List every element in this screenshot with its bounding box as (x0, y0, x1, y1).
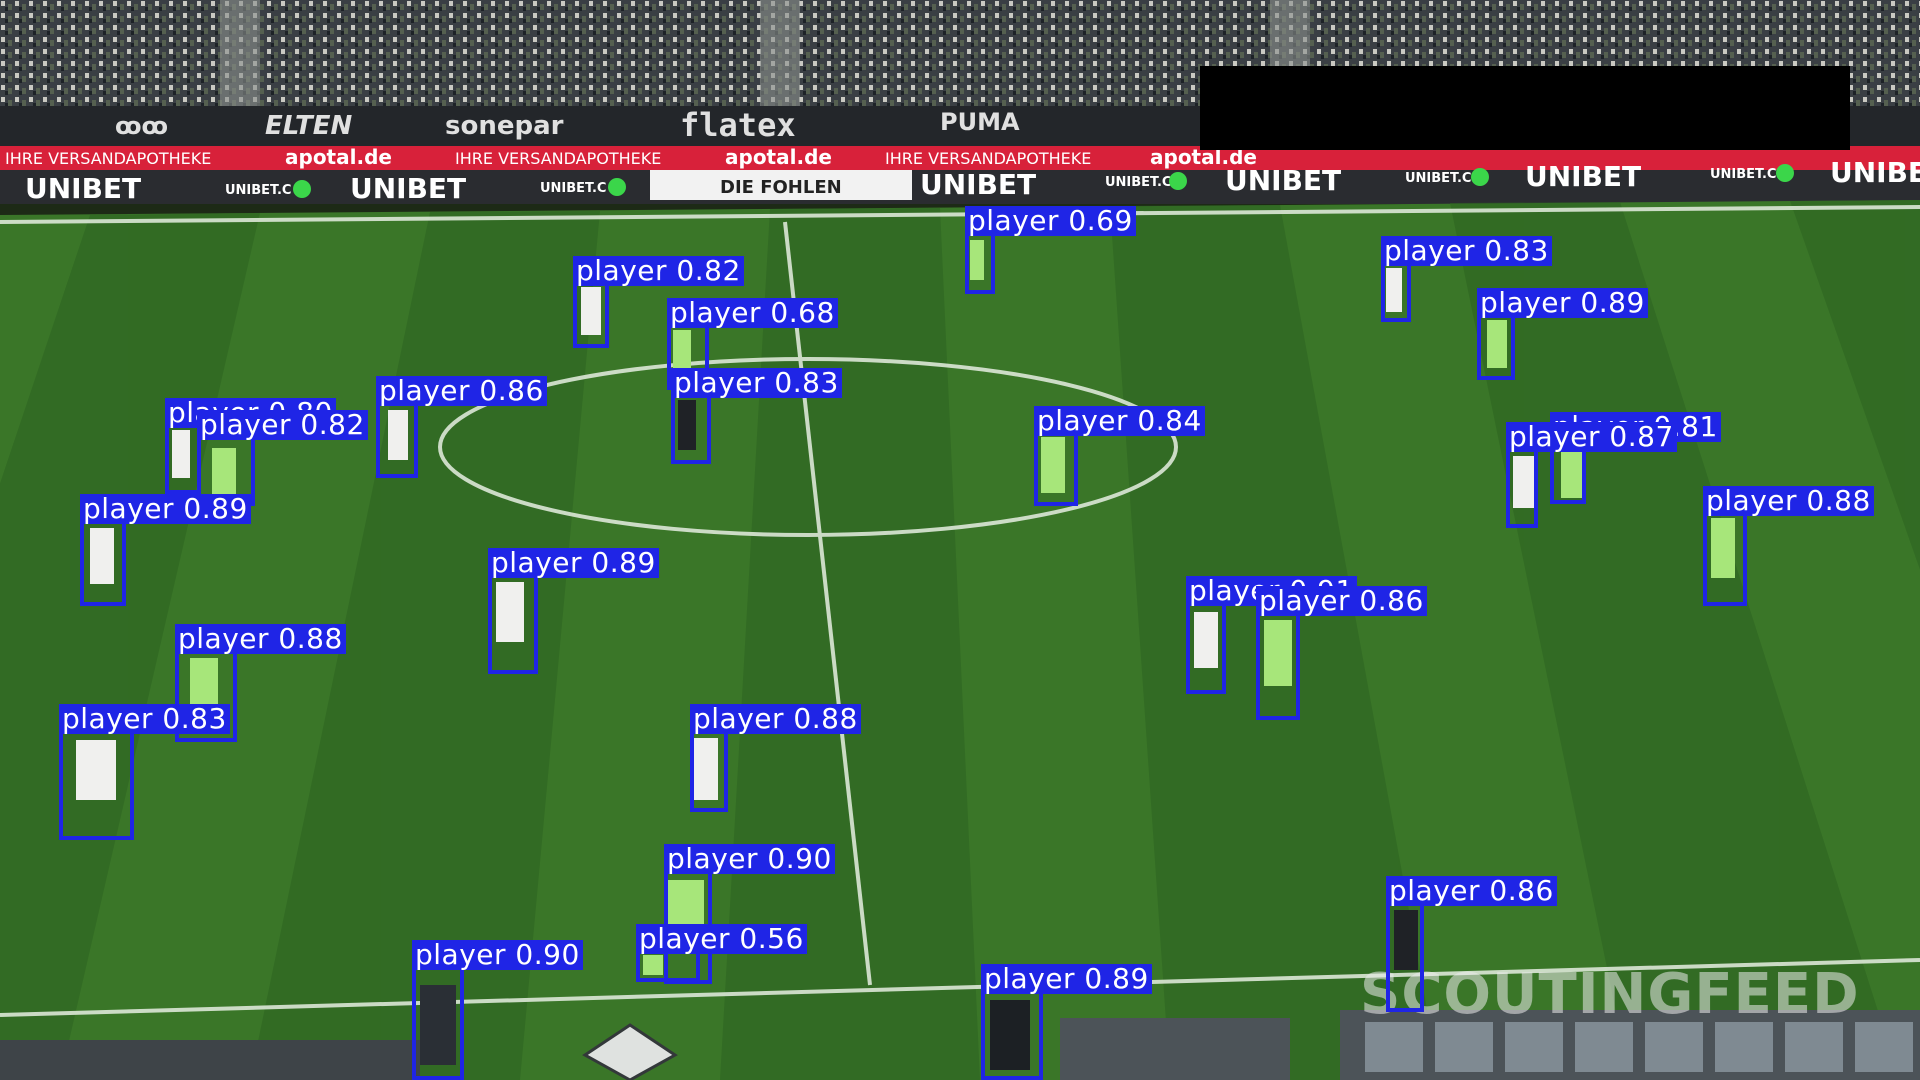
detection-label: player 0.87 (1506, 422, 1677, 452)
ad-board-red (0, 146, 1920, 170)
detection-box: player 0.86 (1256, 586, 1427, 720)
detection-label: player 0.89 (80, 494, 251, 524)
detection-box: player 0.83 (1381, 236, 1552, 322)
detection-box: player 0.90 (412, 940, 583, 1080)
svg-text:UNIBET: UNIBET (350, 172, 466, 205)
svg-text:PUMA: PUMA (940, 108, 1020, 136)
svg-text:UNIBET: UNIBET (1525, 160, 1641, 193)
svg-text:flatex: flatex (680, 106, 796, 144)
svg-text:UNIBET: UNIBET (920, 168, 1036, 201)
detection-box: player 0.89 (981, 964, 1152, 1080)
detection-label: player 0.68 (667, 298, 838, 328)
detection-box: player 0.68 (667, 298, 838, 390)
svg-text:DIE FOHLEN: DIE FOHLEN (720, 177, 842, 198)
detection-box: player 0.83 (59, 704, 230, 840)
watermark: SCOUTINGFEED (1360, 962, 1860, 1027)
detection-label: player 0.90 (412, 940, 583, 970)
detection-label: player 0.89 (1477, 288, 1648, 318)
detection-box: player 0.87 (1506, 422, 1677, 528)
ad-board-lower (0, 170, 1920, 204)
detection-label: player 0.86 (376, 376, 547, 406)
detection-label: player 0.83 (59, 704, 230, 734)
detection-box: player 0.56 (636, 924, 807, 982)
detection-box: player 0.89 (1477, 288, 1648, 380)
svg-text:UNIBET.C: UNIBET.C (540, 181, 606, 196)
svg-text:UNIBET: UNIBET (25, 172, 141, 205)
detection-box: player 0.88 (175, 624, 346, 742)
detection-label: player 0.86 (1256, 586, 1427, 616)
svg-text:ꝏꝏ: ꝏꝏ (115, 112, 168, 140)
svg-text:UNIBET: UNIBET (1225, 164, 1341, 197)
svg-text:UNIBET.C: UNIBET.C (225, 183, 291, 198)
detection-label: player 0.89 (981, 964, 1152, 994)
detection-label: player 0.84 (1034, 406, 1205, 436)
detection-box: player 0.88 (1703, 486, 1874, 606)
detection-box: player 0.91 (1186, 576, 1357, 694)
svg-text:apotal.de: apotal.de (725, 145, 832, 169)
detection-box: player 0.88 (690, 704, 861, 812)
detection-label: player 0.88 (175, 624, 346, 654)
detection-label: player 0.82 (197, 410, 368, 440)
detection-label: player 0.69 (965, 206, 1136, 236)
svg-text:sonepar: sonepar (445, 111, 564, 141)
player-figures (76, 240, 1735, 1070)
detection-box: player 0.89 (488, 548, 659, 674)
detection-label: player 0.90 (664, 844, 835, 874)
svg-text:UNIBET.C: UNIBET.C (1710, 167, 1776, 182)
detection-label: player 0.56 (636, 924, 807, 954)
detection-label: player 0.88 (690, 704, 861, 734)
detection-box: player 0.86 (1386, 876, 1557, 1012)
detection-box: player 0.82 (573, 256, 744, 348)
detection-label: player 0.82 (573, 256, 744, 286)
detection-box: player 0.80 (165, 398, 336, 494)
detection-label: player 0.88 (1703, 486, 1874, 516)
redaction-box (1200, 66, 1850, 150)
detection-label: player 0.89 (488, 548, 659, 578)
detection-box: player 0.86 (376, 376, 547, 478)
svg-text:IHRE VERSANDAPOTHEKE: IHRE VERSANDAPOTHEKE (455, 149, 661, 168)
detection-box: player 0.83 (671, 368, 842, 464)
detection-label: player 0.83 (1381, 236, 1552, 266)
svg-text:IHRE VERSANDAPOTHEKE: IHRE VERSANDAPOTHEKE (5, 149, 211, 168)
detection-label: player 0.83 (671, 368, 842, 398)
detection-label: player 0.86 (1386, 876, 1557, 906)
svg-text:UNIBET.C: UNIBET.C (1105, 175, 1171, 190)
svg-text:IHRE VERSANDAPOTHEKE: IHRE VERSANDAPOTHEKE (885, 149, 1091, 168)
svg-text:UNIBET.C: UNIBET.C (1405, 171, 1471, 186)
detection-box: player 0.89 (80, 494, 251, 606)
detection-box: player 0.69 (965, 206, 1136, 294)
detection-box: player 0.84 (1034, 406, 1205, 506)
svg-text:ELTEN: ELTEN (265, 111, 353, 141)
svg-text:UNIBE: UNIBE (1830, 156, 1920, 189)
detection-box: player 0.82 (197, 410, 368, 506)
svg-text:apotal.de: apotal.de (285, 145, 392, 169)
